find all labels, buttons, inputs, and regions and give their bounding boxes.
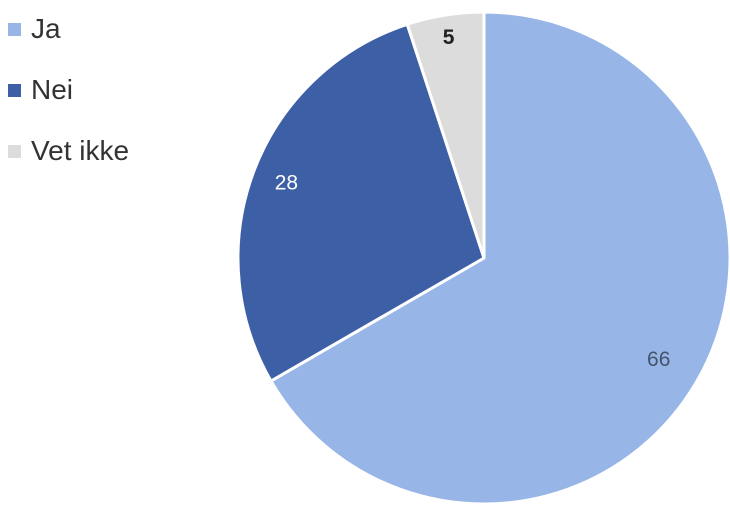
pie-slice-nei xyxy=(236,22,486,383)
data-label-vet-ikke: 5 xyxy=(443,26,455,49)
legend-swatch-vet-ikke xyxy=(8,144,21,158)
legend-swatch-ja xyxy=(8,22,21,36)
legend-item-vet-ikke: Vet ikke xyxy=(8,136,129,166)
legend-item-nei: Nei xyxy=(8,75,129,105)
legend-label-ja: Ja xyxy=(31,13,61,44)
data-label-ja: 66 xyxy=(647,348,670,371)
legend-label-vet-ikke: Vet ikke xyxy=(31,135,130,166)
pie-slice-ja xyxy=(269,10,730,506)
pie-slice-vet-ikke xyxy=(405,10,486,260)
chart-legend: Ja Nei Vet ikke xyxy=(8,14,129,197)
legend-swatch-nei xyxy=(8,83,21,97)
legend-item-ja: Ja xyxy=(8,14,129,44)
legend-label-nei: Nei xyxy=(31,74,74,105)
pie-labels: 66 28 5 xyxy=(275,26,671,371)
data-label-nei: 28 xyxy=(275,172,298,195)
pie-slices xyxy=(236,10,730,506)
